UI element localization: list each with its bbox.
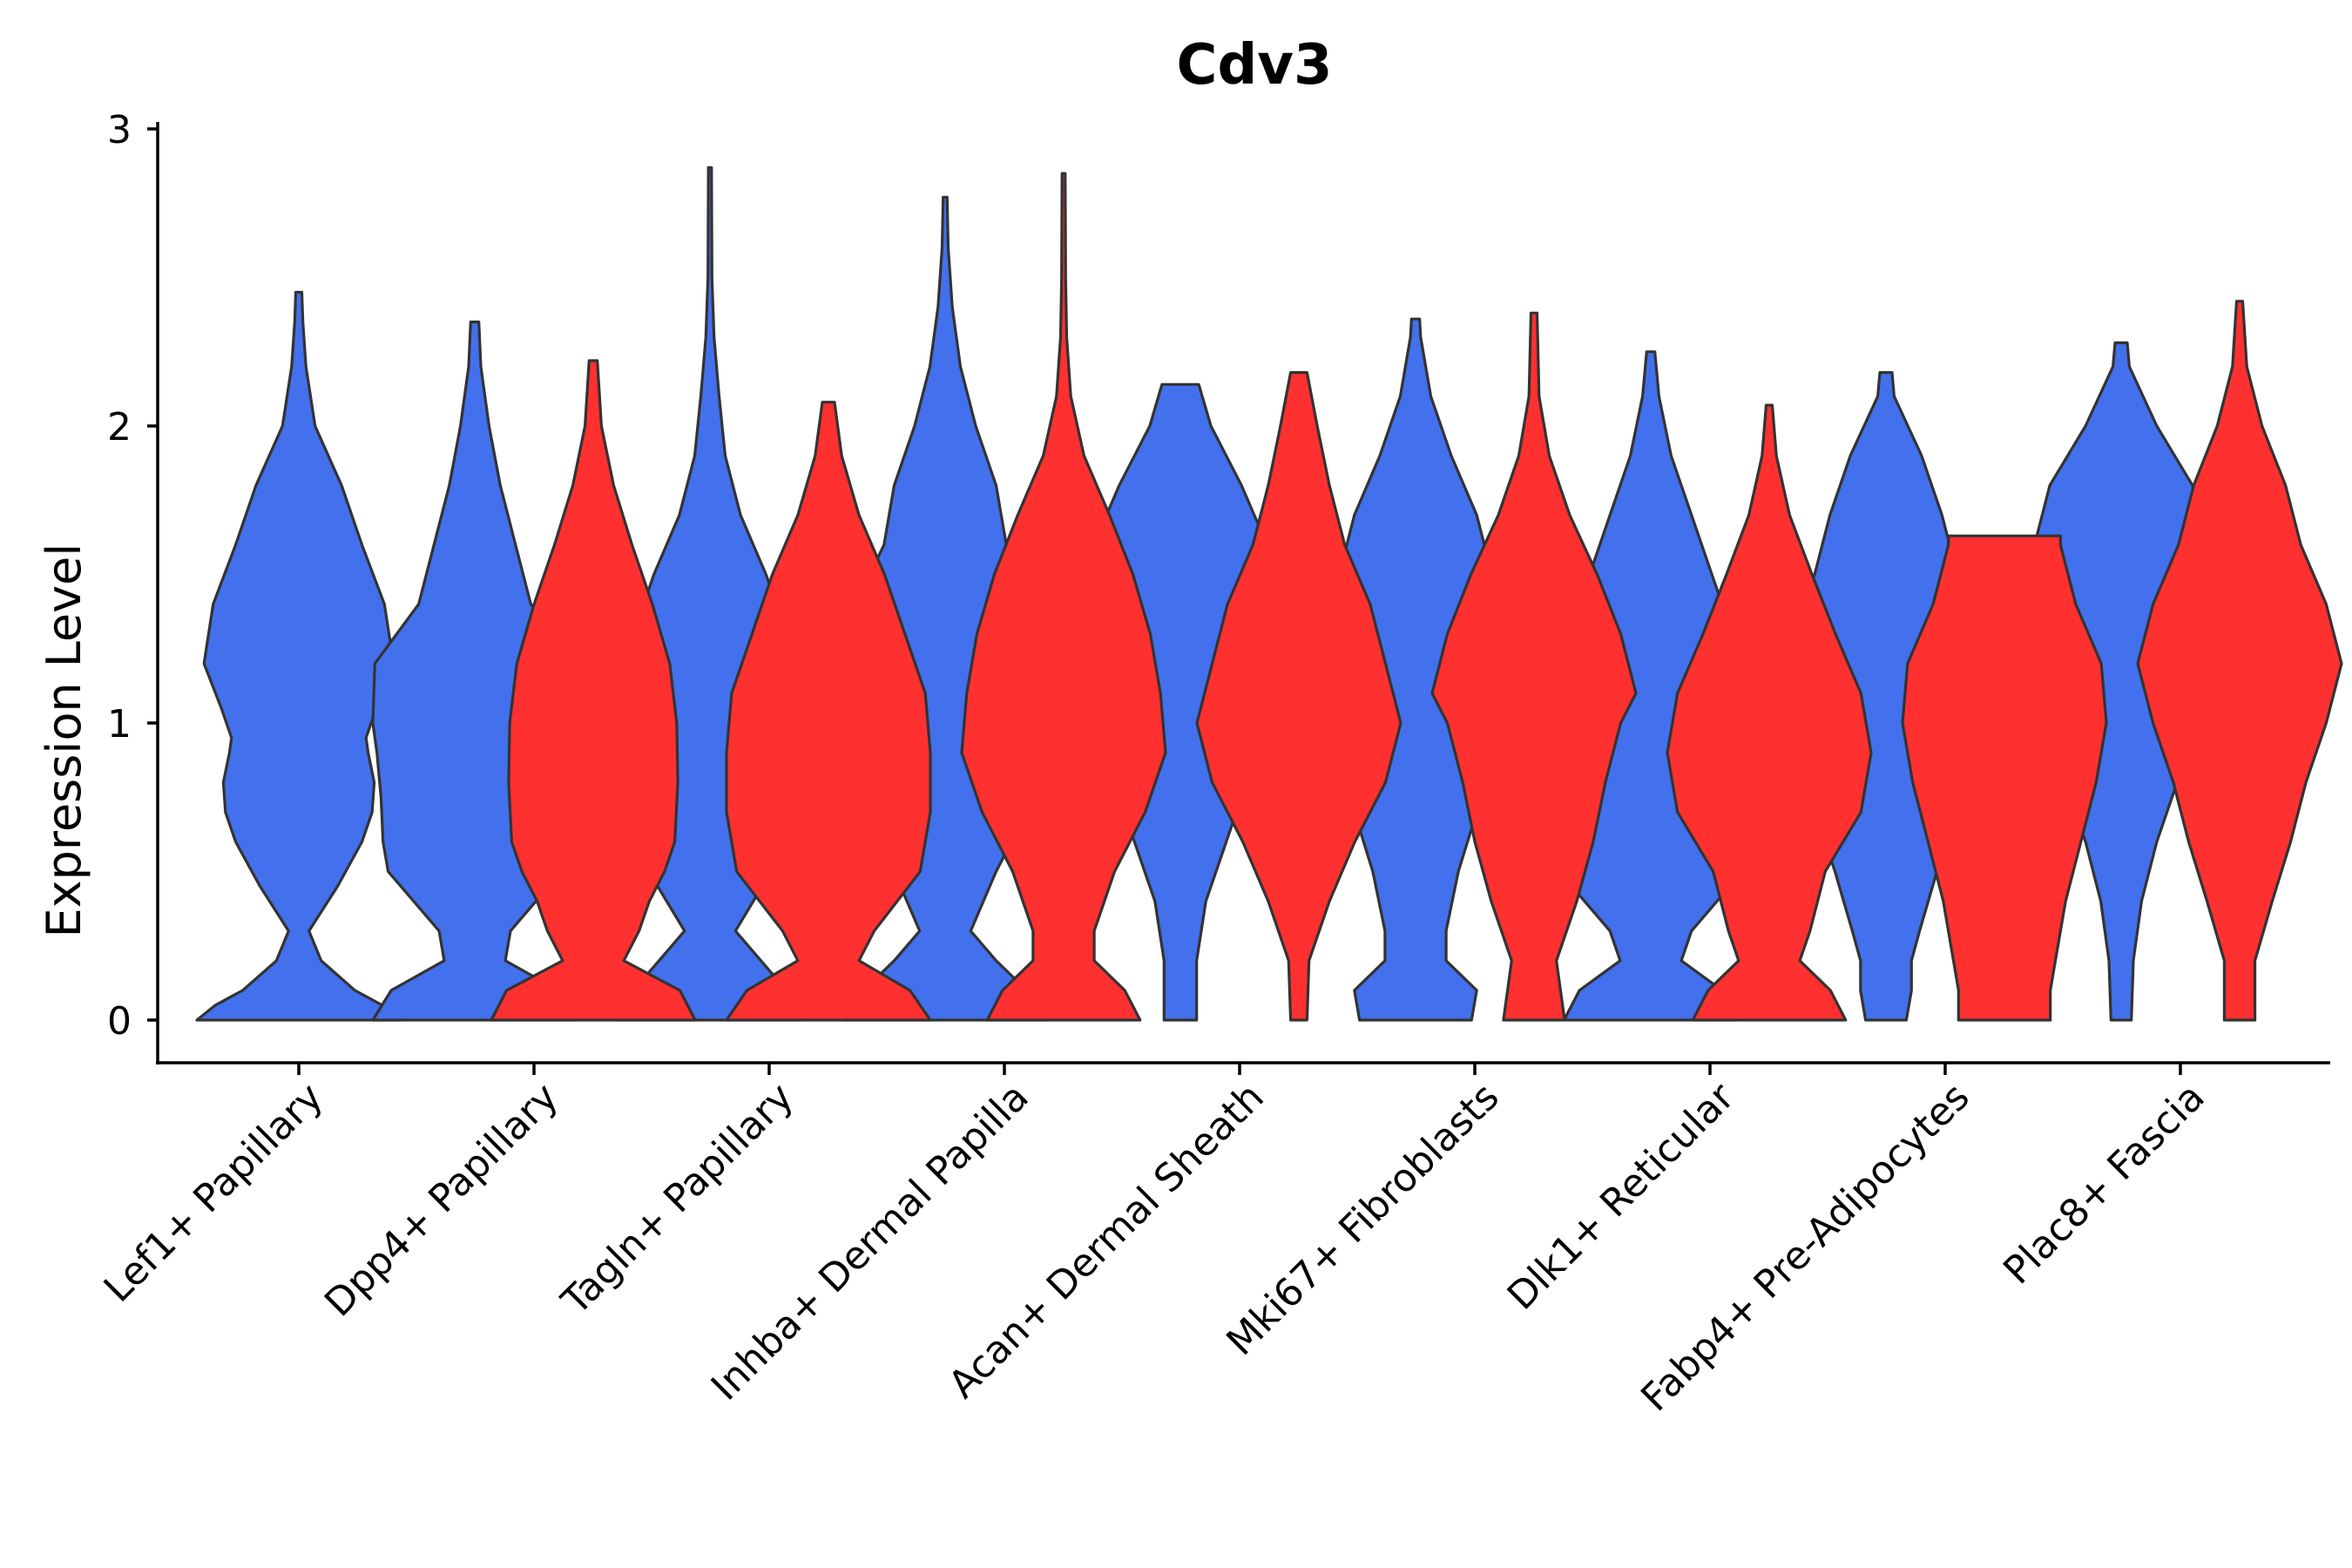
violin-group bbox=[195, 166, 2343, 1022]
y-tick-label: 0 bbox=[107, 999, 132, 1044]
y-axis-label: Expression Level bbox=[37, 544, 91, 938]
y-tick-label: 2 bbox=[107, 405, 132, 449]
violin-red-2 bbox=[725, 401, 932, 1022]
violin-red-4 bbox=[1195, 371, 1402, 1022]
violin-red-7 bbox=[1901, 534, 2108, 1022]
violin-red-3 bbox=[960, 172, 1167, 1022]
violin-blue-0 bbox=[195, 290, 402, 1022]
violin-red-1 bbox=[490, 359, 697, 1022]
violin-red-8 bbox=[2136, 300, 2343, 1022]
x-tick-label: Mki67+ Fibroblasts bbox=[1218, 1075, 1507, 1364]
violin-red-5 bbox=[1430, 311, 1638, 1022]
x-tick-label: Tagln+ Papillary bbox=[553, 1075, 802, 1324]
x-tick-label: Lef1+ Papillary bbox=[96, 1075, 332, 1311]
violin-red-6 bbox=[1666, 403, 1873, 1022]
x-tick-label: Dpp4+ Papillary bbox=[316, 1075, 567, 1326]
y-tick-label: 1 bbox=[107, 702, 132, 747]
y-axis-ticks: 0 1 2 3 bbox=[107, 108, 158, 1044]
chart-title: Cdv3 bbox=[1176, 33, 1332, 98]
x-tick-label: Plac8+ Fascia bbox=[1995, 1075, 2213, 1294]
x-tick-label: Dlk1+ Reticular bbox=[1499, 1074, 1744, 1319]
y-tick-label: 3 bbox=[107, 108, 132, 152]
